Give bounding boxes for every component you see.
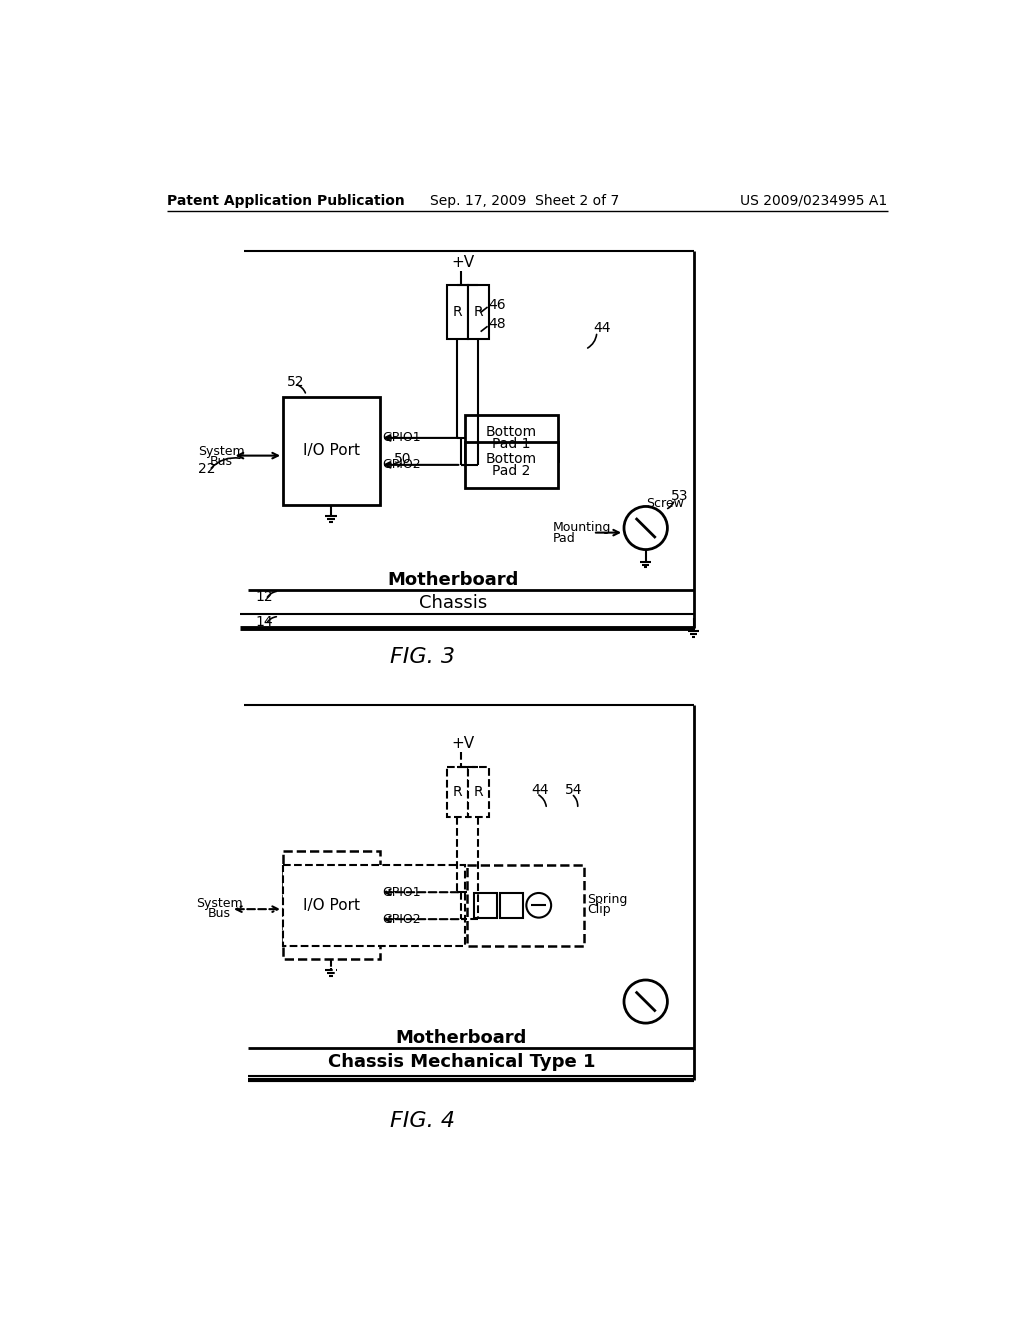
Text: 48: 48 [488,317,506,331]
Text: Chassis Mechanical Type 1: Chassis Mechanical Type 1 [328,1053,595,1072]
Text: System: System [197,898,243,911]
Text: GPIO2: GPIO2 [382,458,421,471]
Text: 53: 53 [671,488,688,503]
Text: +V: +V [452,255,474,269]
Text: Screw: Screw [646,496,684,510]
Text: R: R [453,784,462,799]
Text: 50: 50 [394,451,412,466]
Text: 14: 14 [256,615,273,628]
Bar [468,767,488,817]
Text: Motherboard: Motherboard [395,1028,527,1047]
Text: 44: 44 [593,321,610,335]
Text: Sep. 17, 2009  Sheet 2 of 7: Sep. 17, 2009 Sheet 2 of 7 [430,194,620,207]
Text: R: R [473,784,483,799]
Text: 54: 54 [565,783,583,797]
Text: Bus: Bus [208,907,231,920]
Bar [283,397,380,504]
Text: Pad: Pad [553,532,575,545]
Text: US 2009/0234995 A1: US 2009/0234995 A1 [740,194,888,207]
Circle shape [624,507,668,549]
Text: Mounting: Mounting [553,521,611,535]
Text: I/O Port: I/O Port [303,898,360,913]
Bar [446,285,468,339]
Text: GPIO2: GPIO2 [382,912,421,925]
Text: GPIO1: GPIO1 [382,432,421,445]
Circle shape [624,979,668,1023]
Text: FIG. 3: FIG. 3 [390,647,455,668]
Text: System: System [198,445,245,458]
Text: FIG. 4: FIG. 4 [390,1111,455,1131]
Bar [465,414,558,461]
Text: Bottom: Bottom [486,425,538,438]
Text: Spring: Spring [588,894,628,906]
Text: +V: +V [452,737,474,751]
Text: 22: 22 [198,462,215,475]
Bar [283,866,465,946]
Bar [446,767,468,817]
Text: Pad 1: Pad 1 [493,437,530,451]
Text: Clip: Clip [588,903,611,916]
Circle shape [526,892,551,917]
Text: I/O Port: I/O Port [303,444,360,458]
Text: Patent Application Publication: Patent Application Publication [167,194,404,207]
Text: GPIO1: GPIO1 [382,886,421,899]
Text: Bottom: Bottom [486,451,538,466]
Bar [467,866,584,946]
Bar [468,285,488,339]
Text: 46: 46 [488,298,506,312]
Text: Motherboard: Motherboard [388,572,519,589]
Text: R: R [473,305,483,319]
Bar [465,442,558,488]
Text: Bus: Bus [210,454,232,467]
Text: 12: 12 [256,590,273,605]
Text: 52: 52 [287,375,304,388]
Bar [474,892,497,919]
Text: Chassis: Chassis [420,594,487,612]
Text: 44: 44 [531,783,549,797]
Bar [283,851,380,960]
Bar [500,892,523,919]
Text: Pad 2: Pad 2 [493,465,530,478]
Text: R: R [453,305,462,319]
